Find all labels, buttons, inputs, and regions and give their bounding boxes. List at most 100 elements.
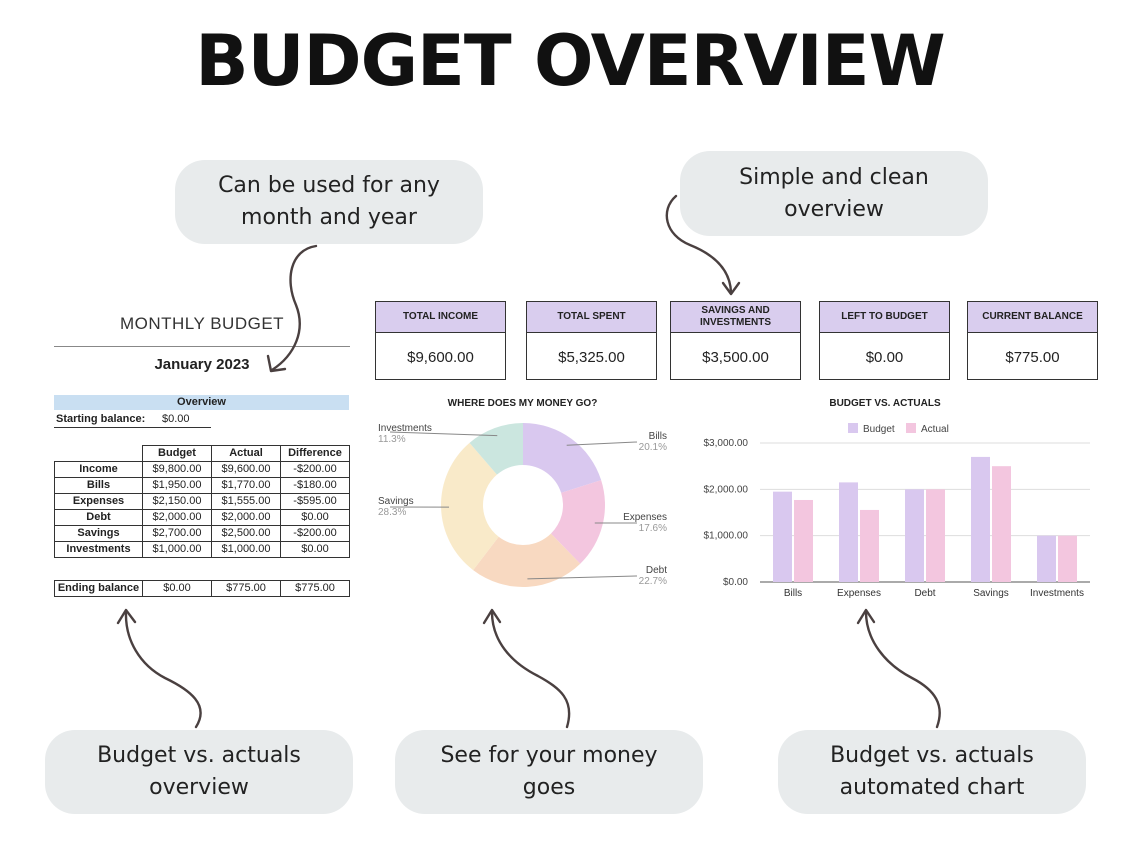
y-tick-label: $1,000.00 xyxy=(704,531,749,542)
overview-header: Overview xyxy=(54,395,349,410)
arrow-head-icon xyxy=(266,354,287,373)
kpi-value: $3,500.00 xyxy=(702,348,769,366)
donut-slice-debt xyxy=(473,533,581,587)
cell: -$595.00 xyxy=(280,493,350,510)
arrow-head-icon xyxy=(721,281,741,296)
pie-label-pct: 20.1% xyxy=(638,442,667,453)
pie-leader-line xyxy=(389,431,498,437)
pie-label-pct: 28.3% xyxy=(378,507,407,518)
arrow-icon xyxy=(490,610,571,729)
callout-simple-overview: Simple and clean overview xyxy=(680,151,988,236)
sheet-month: January 2023 xyxy=(154,356,250,373)
arrow-icon xyxy=(124,610,202,729)
pie-label-bills: Bills 20.1% xyxy=(620,431,667,453)
kpi-left-to-budget: LEFT TO BUDGET $0.00 xyxy=(819,301,950,380)
callout-text: Can be used for any month and year xyxy=(218,173,440,230)
donut-slice-savings xyxy=(441,442,499,571)
cell: $1,950.00 xyxy=(142,477,212,494)
pie-label-text: Bills xyxy=(648,431,667,442)
arrow-icon xyxy=(665,194,733,294)
donut-slice-investments xyxy=(469,423,523,475)
arrow-head-icon xyxy=(482,608,502,625)
kpi-savings-investments: SAVINGS AND INVESTMENTS $3,500.00 xyxy=(670,301,801,380)
y-tick-label: $3,000.00 xyxy=(704,438,749,449)
donut-slice-bills xyxy=(523,423,602,493)
y-tick-label: $0.00 xyxy=(723,577,748,588)
sheet-divider xyxy=(54,346,350,347)
starting-balance-label: Starting balance: xyxy=(56,413,146,425)
y-tick-label: $2,000.00 xyxy=(704,484,749,495)
pie-leader-line xyxy=(527,575,638,580)
kpi-label: CURRENT BALANCE xyxy=(968,302,1097,333)
pie-label-text: Investments xyxy=(378,423,432,434)
ending-balance-label: Ending balance xyxy=(54,580,143,597)
table-row: Expenses $2,150.00 $1,555.00 -$595.00 xyxy=(54,493,350,510)
x-tick-label: Investments xyxy=(1030,588,1084,599)
starting-balance-row: Starting balance: $0.00 xyxy=(54,412,211,428)
table-row: Investments $1,000.00 $1,000.00 $0.00 xyxy=(54,541,350,558)
legend-label: Budget xyxy=(863,424,895,435)
x-tick-label: Bills xyxy=(784,588,802,599)
cell: $1,000.00 xyxy=(142,541,212,558)
kpi-total-spent: TOTAL SPENT $5,325.00 xyxy=(526,301,657,380)
callout-budget-vs-actuals: Budget vs. actuals overview xyxy=(45,730,353,814)
callout-text: See for your money goes xyxy=(440,743,658,800)
bar-chart-title: BUDGET VS. ACTUALS xyxy=(829,398,941,409)
cell: $0.00 xyxy=(280,509,350,526)
cell: $9,800.00 xyxy=(142,461,212,478)
callout-text: Budget vs. actuals automated chart xyxy=(830,743,1034,800)
cell: $0.00 xyxy=(280,541,350,558)
table-row: Savings $2,700.00 $2,500.00 -$200.00 xyxy=(54,525,350,542)
bar-actual-expenses xyxy=(860,509,879,582)
ending-balance-row: Ending balance $0.00 $775.00 $775.00 xyxy=(54,580,350,597)
pie-label-pct: 17.6% xyxy=(638,523,667,534)
cell: $2,000.00 xyxy=(211,509,281,526)
callout-automated-chart: Budget vs. actuals automated chart xyxy=(778,730,1086,814)
x-tick-label: Expenses xyxy=(837,588,881,599)
kpi-value: $5,325.00 xyxy=(558,348,625,366)
bar-actual-investments xyxy=(1058,535,1077,582)
row-label: Investments xyxy=(54,541,143,558)
cell: -$200.00 xyxy=(280,525,350,542)
kpi-label: TOTAL SPENT xyxy=(527,302,656,333)
cell: $775.00 xyxy=(211,580,281,597)
arrow-icon xyxy=(864,610,941,729)
pie-label-pct: 22.7% xyxy=(638,576,667,587)
bar-actual-savings xyxy=(992,466,1011,582)
pie-label-text: Expenses xyxy=(623,512,667,523)
sheet-title: MONTHLY BUDGET xyxy=(119,314,285,333)
x-tick-label: Debt xyxy=(914,588,935,599)
ending-balance-table: Ending balance $0.00 $775.00 $775.00 xyxy=(54,580,350,597)
pie-label-expenses: Expenses 17.6% xyxy=(610,512,667,534)
row-label: Debt xyxy=(54,509,143,526)
kpi-value: $775.00 xyxy=(1005,348,1060,366)
bar-budget-debt xyxy=(905,489,924,582)
bar-budget-investments xyxy=(1037,535,1056,582)
pie-label-text: Savings xyxy=(378,496,414,507)
kpi-value: $0.00 xyxy=(865,348,904,366)
bar-budget-expenses xyxy=(839,482,858,582)
pie-label-investments: Investments 11.3% xyxy=(378,423,432,445)
arrow-icon xyxy=(270,244,318,372)
donut-chart-title: WHERE DOES MY MONEY GO? xyxy=(447,398,598,409)
pie-label-debt: Debt 22.7% xyxy=(620,565,667,587)
donut-chart xyxy=(389,423,638,587)
page-title: BUDGET OVERVIEW xyxy=(195,20,945,102)
arrow-head-icon xyxy=(856,608,876,625)
pie-leader-line xyxy=(566,441,638,446)
callout-any-month: Can be used for any month and year xyxy=(175,160,483,244)
column-header-actual: Actual xyxy=(211,445,281,462)
cell: -$180.00 xyxy=(280,477,350,494)
callout-text: Budget vs. actuals overview xyxy=(97,743,301,800)
kpi-label: SAVINGS AND INVESTMENTS xyxy=(671,302,800,333)
bar-chart: $0.00 $1,000.00 $2,000.00 $3,000.00 Bills Exp… xyxy=(704,423,1090,599)
table-row: Debt $2,000.00 $2,000.00 $0.00 xyxy=(54,509,350,526)
callout-text: Simple and clean overview xyxy=(739,164,929,222)
pie-label-text: Debt xyxy=(645,565,667,576)
cell: $775.00 xyxy=(280,580,350,597)
callout-money-goes: See for your money goes xyxy=(395,730,703,814)
legend-swatch xyxy=(848,423,858,433)
kpi-label: TOTAL INCOME xyxy=(376,302,505,333)
kpi-label: LEFT TO BUDGET xyxy=(820,302,949,333)
